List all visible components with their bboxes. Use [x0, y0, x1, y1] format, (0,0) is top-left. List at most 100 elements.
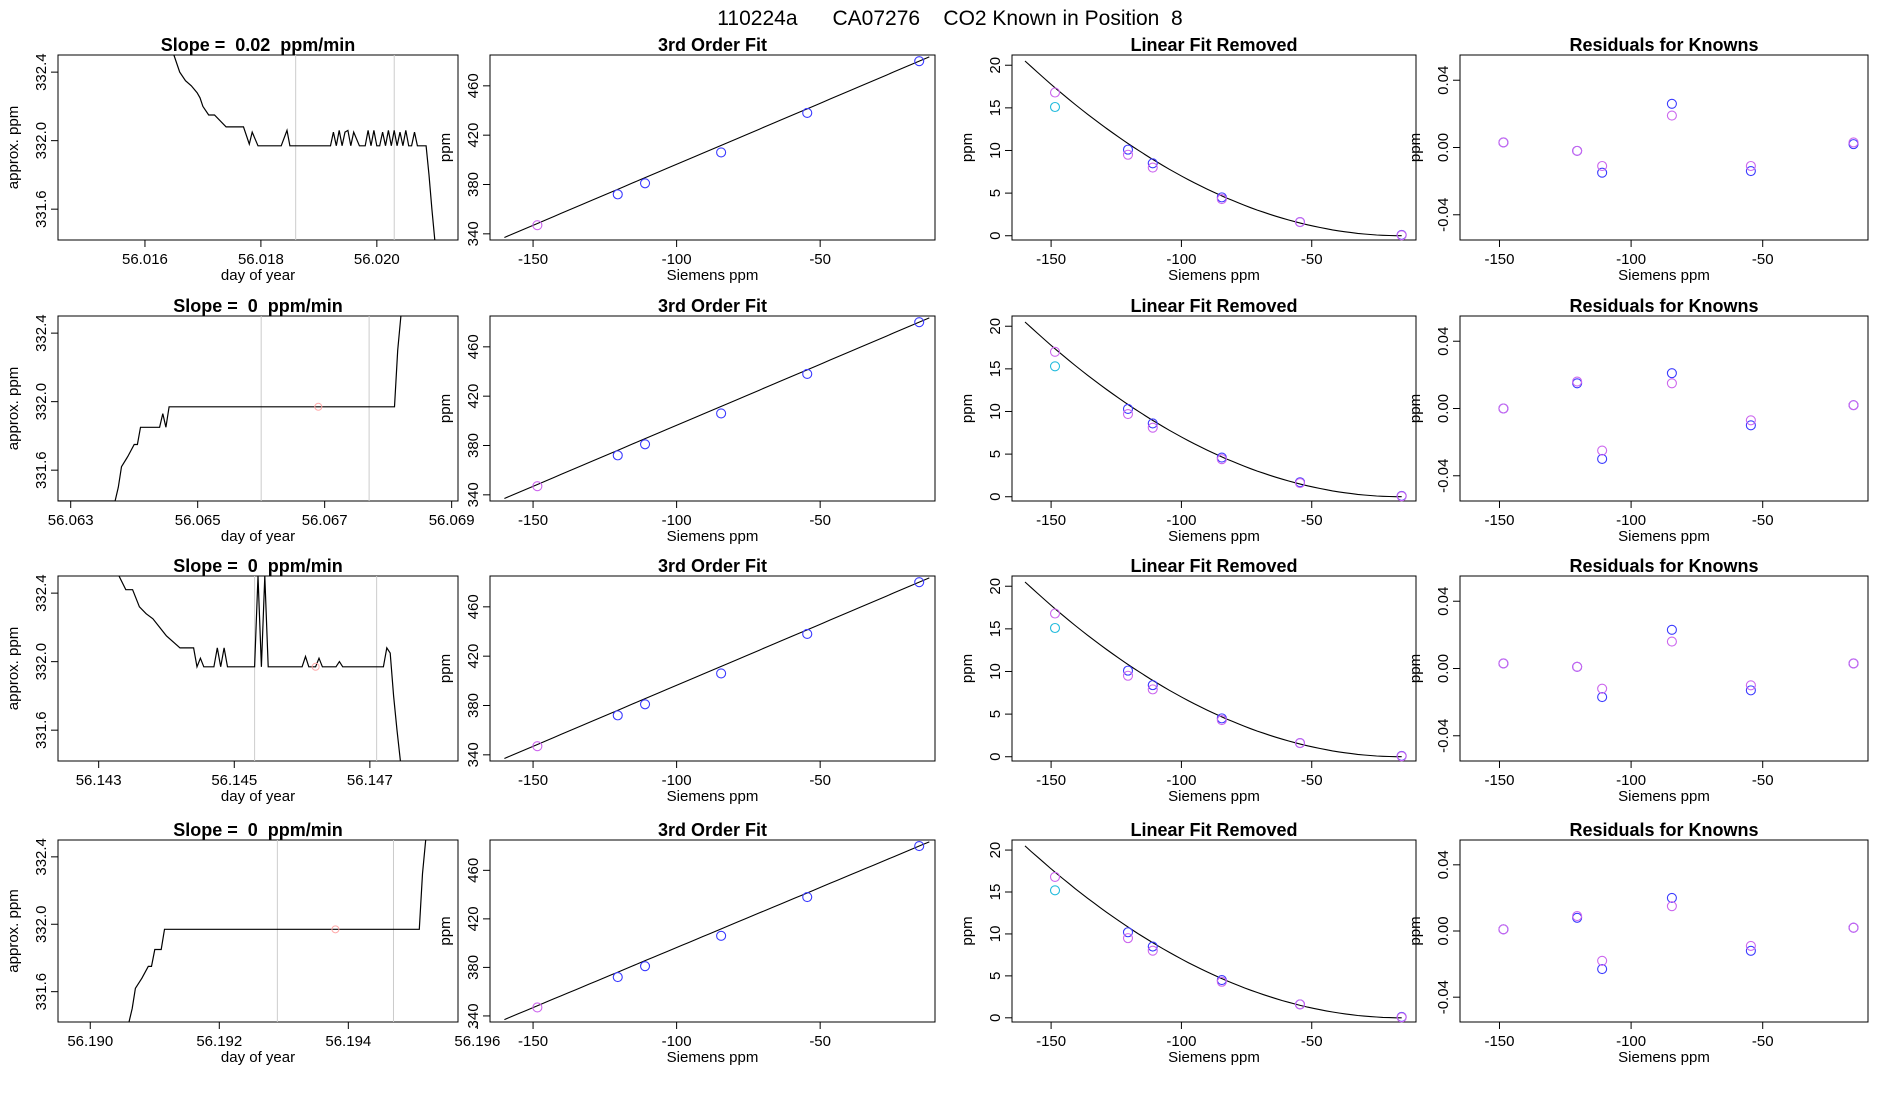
- chart-panel: Residuals for Knowns -150 -100 -50 -0.04 0.00…: [1407, 35, 1869, 284]
- data-point: [914, 317, 925, 328]
- y-axis-label: ppm: [437, 133, 454, 162]
- trace-line: [173, 55, 436, 240]
- data-point: [1122, 408, 1134, 420]
- y-tick-label: 10: [987, 403, 1004, 420]
- data-point: [532, 220, 543, 231]
- x-tick-label: -50: [809, 251, 831, 268]
- y-tick-label: 332.4: [33, 314, 50, 352]
- data-point: [532, 741, 543, 752]
- x-tick-label: -150: [1484, 772, 1514, 789]
- data-point: [639, 178, 651, 189]
- y-tick-label: 5: [987, 972, 1004, 980]
- x-axis-label: Siemens ppm: [1618, 788, 1710, 805]
- x-axis-label: Siemens ppm: [1168, 267, 1260, 284]
- y-tick-label: 331.6: [33, 451, 50, 489]
- data-point: [1666, 110, 1677, 121]
- data-point: [1666, 378, 1677, 389]
- plot-frame: [1459, 839, 1869, 1023]
- x-tick-label: -50: [1752, 1033, 1774, 1050]
- data-point: [1049, 101, 1061, 113]
- x-tick-label: -50: [809, 512, 831, 529]
- data-point: [1745, 945, 1756, 956]
- fit-curve: [504, 317, 930, 500]
- x-tick-label: -50: [1301, 251, 1323, 268]
- chart-panel: Residuals for Knowns -150 -100 -50 -0.04 0.00…: [1407, 820, 1869, 1066]
- y-tick-label: 332.0: [33, 383, 50, 421]
- data-point: [802, 891, 813, 903]
- x-axis-label: Siemens ppm: [1618, 267, 1710, 284]
- data-point: [1147, 684, 1158, 695]
- trace-line: [118, 576, 401, 761]
- chart-title: Slope = 0 ppm/min: [173, 820, 343, 840]
- y-tick-label: 332.4: [33, 574, 50, 612]
- y-axis-label: approx. ppm: [5, 367, 22, 450]
- data-point: [1597, 955, 1608, 966]
- x-axis-label: Siemens ppm: [1168, 1049, 1260, 1066]
- x-tick-label: 56.067: [302, 512, 348, 529]
- data-point: [1216, 454, 1227, 465]
- x-tick-label: 56.069: [429, 512, 475, 529]
- x-tick-label: 56.190: [67, 1033, 113, 1050]
- y-axis-label: ppm: [437, 654, 454, 683]
- x-tick-label: -50: [809, 1033, 831, 1050]
- plot-frame: [1011, 839, 1417, 1023]
- plot-frame: [1011, 315, 1417, 502]
- data-point: [1122, 670, 1134, 681]
- y-tick-label: 340: [465, 742, 482, 767]
- y-tick-label: 331.6: [33, 711, 50, 749]
- y-tick-label: 0: [987, 753, 1004, 761]
- reference-marker: [311, 662, 320, 671]
- y-tick-label: 420: [465, 644, 482, 669]
- data-point: [1122, 933, 1134, 944]
- y-tick-label: 332.0: [33, 643, 50, 681]
- data-point: [1745, 420, 1756, 431]
- data-point: [1122, 144, 1134, 155]
- chart-title: Linear Fit Removed: [1130, 35, 1297, 55]
- data-point: [1745, 685, 1756, 696]
- data-point: [1498, 924, 1509, 935]
- chart-title: Residuals for Knowns: [1569, 556, 1758, 576]
- data-point: [1147, 941, 1158, 952]
- chart-panel: Linear Fit Removed -150 -100 -50 0 5 10 15 20 Sie…: [959, 35, 1417, 284]
- y-tick-label: -0.04: [1435, 980, 1452, 1014]
- plot-frame: [1459, 575, 1869, 762]
- data-point: [1666, 636, 1677, 647]
- data-point: [1572, 145, 1583, 156]
- data-point: [639, 439, 651, 450]
- chart-panel: Linear Fit Removed -150 -100 -50 0 5 10 15 20 Sie…: [959, 556, 1417, 805]
- x-tick-label: -150: [1036, 251, 1066, 268]
- x-tick-label: -50: [1301, 1033, 1323, 1050]
- plot-frame: [1011, 575, 1417, 762]
- x-tick-label: -50: [809, 772, 831, 789]
- x-tick-label: -100: [1616, 1033, 1646, 1050]
- y-tick-label: 0: [987, 493, 1004, 501]
- y-tick-label: 15: [987, 361, 1004, 378]
- y-tick-label: 340: [465, 482, 482, 507]
- chart-panel: 3rd Order Fit -150 -100 -50 340 380 420 460 Siem…: [437, 820, 936, 1066]
- y-tick-label: 332.4: [33, 53, 50, 91]
- chart-panel: 3rd Order Fit -150 -100 -50 340 380 420 460 Siem…: [437, 35, 936, 284]
- fit-curve: [504, 577, 930, 760]
- x-axis-label: Siemens ppm: [1168, 788, 1260, 805]
- data-point: [1147, 158, 1158, 169]
- data-point: [1572, 661, 1583, 672]
- y-tick-label: 15: [987, 100, 1004, 117]
- data-point: [1122, 149, 1134, 160]
- data-point: [1147, 422, 1158, 433]
- x-tick-label: 56.016: [122, 251, 168, 268]
- data-point: [1597, 683, 1608, 694]
- plot-frame: [57, 315, 459, 502]
- data-point: [716, 408, 727, 419]
- data-point: [1666, 892, 1677, 903]
- y-tick-label: 0.00: [1435, 916, 1452, 945]
- plot-frame: [57, 575, 459, 762]
- data-point: [612, 972, 623, 983]
- y-tick-label: 420: [465, 123, 482, 148]
- x-tick-label: -150: [1484, 251, 1514, 268]
- data-point: [802, 368, 813, 380]
- plot-frame: [489, 54, 936, 241]
- data-point: [1848, 137, 1859, 148]
- plot-frame: [1459, 315, 1869, 502]
- data-point: [914, 577, 925, 588]
- data-point: [1049, 871, 1061, 882]
